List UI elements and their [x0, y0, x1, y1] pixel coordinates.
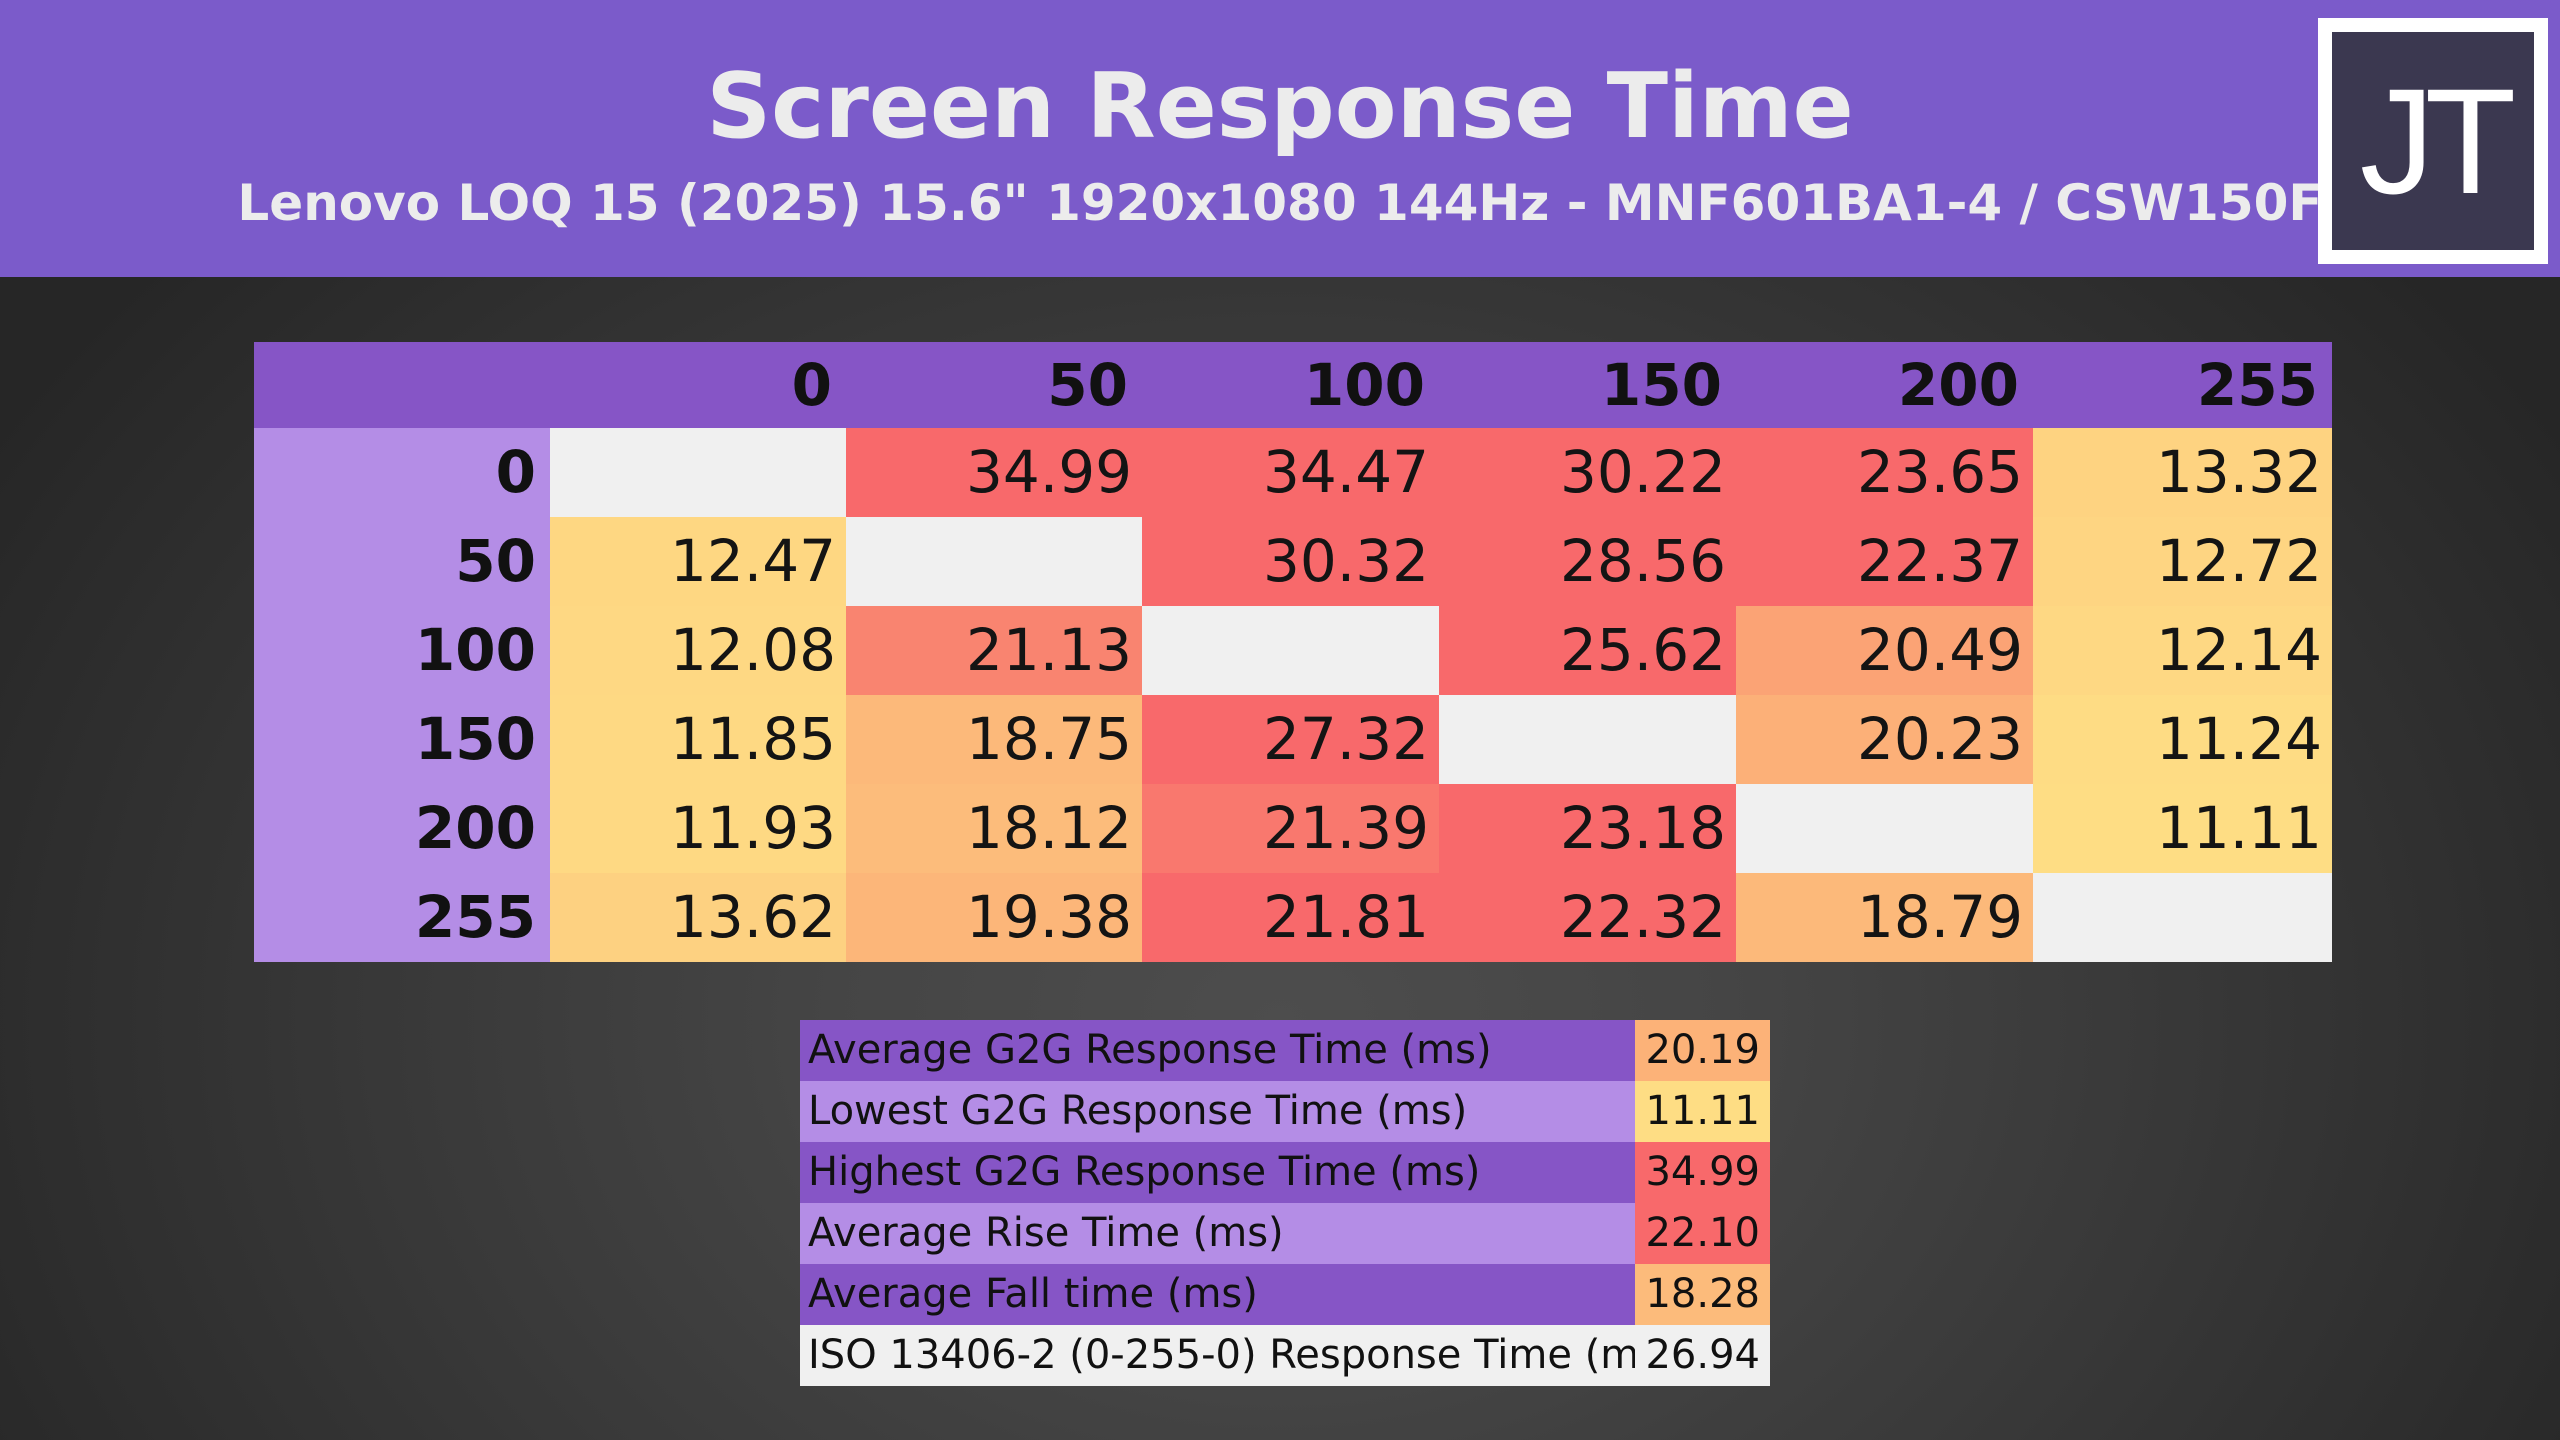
summary-label: Average Rise Time (ms)	[800, 1203, 1635, 1264]
summary-row: ISO 13406-2 (0-255-0) Response Time (ms)…	[800, 1325, 1770, 1386]
diagonal-cell	[1142, 606, 1439, 695]
heatmap-cell: 11.93	[550, 784, 846, 873]
heatmap-cell: 21.13	[846, 606, 1142, 695]
header-corner	[254, 342, 550, 428]
heatmap-cell: 11.24	[2033, 695, 2332, 784]
column-header: 50	[846, 342, 1142, 428]
heatmap-cell: 21.39	[1142, 784, 1439, 873]
row-label: 150	[254, 695, 550, 784]
heatmap-cell: 19.38	[846, 873, 1142, 962]
response-time-heatmap: 0 50 100 150 200 255 0 34.99 34.47 30.22 23.65 13.3…	[254, 342, 2332, 962]
chart-subtitle: Lenovo LOQ 15 (2025) 15.6" 1920x1080 144…	[237, 174, 2323, 232]
chart-title: Screen Response Time	[706, 54, 1854, 159]
summary-row: Highest G2G Response Time (ms) 34.99	[800, 1142, 1770, 1203]
column-header: 255	[2033, 342, 2332, 428]
heatmap-cell: 11.85	[550, 695, 846, 784]
heatmap-cell: 23.65	[1736, 428, 2033, 517]
heatmap-cell: 23.18	[1439, 784, 1736, 873]
column-header: 100	[1142, 342, 1439, 428]
heatmap-cell: 18.75	[846, 695, 1142, 784]
heatmap-cell: 30.32	[1142, 517, 1439, 606]
heatmap-cell: 22.32	[1439, 873, 1736, 962]
header-banner: Screen Response Time Lenovo LOQ 15 (2025…	[0, 0, 2560, 277]
heatmap-cell: 13.62	[550, 873, 846, 962]
heatmap-cell: 18.12	[846, 784, 1142, 873]
summary-table: Average G2G Response Time (ms) 20.19 Lowes…	[800, 1020, 1770, 1386]
summary-value: 11.11	[1635, 1081, 1770, 1142]
row-label: 0	[254, 428, 550, 517]
summary-value: 22.10	[1635, 1203, 1770, 1264]
heatmap-cell: 12.08	[550, 606, 846, 695]
summary-value: 20.19	[1635, 1020, 1770, 1081]
summary-value: 26.94	[1635, 1325, 1770, 1386]
row-label: 100	[254, 606, 550, 695]
column-header: 0	[550, 342, 846, 428]
heatmap-cell: 11.11	[2033, 784, 2332, 873]
summary-row: Average G2G Response Time (ms) 20.19	[800, 1020, 1770, 1081]
heatmap-cell: 28.56	[1439, 517, 1736, 606]
diagonal-cell	[550, 428, 846, 517]
heatmap-cell: 18.79	[1736, 873, 2033, 962]
summary-row: Average Rise Time (ms) 22.10	[800, 1203, 1770, 1264]
column-header: 200	[1736, 342, 2033, 428]
heatmap-cell: 34.47	[1142, 428, 1439, 517]
heatmap-cell: 20.23	[1736, 695, 2033, 784]
summary-label: Highest G2G Response Time (ms)	[800, 1142, 1635, 1203]
heatmap-cell: 21.81	[1142, 873, 1439, 962]
summary-value: 34.99	[1635, 1142, 1770, 1203]
heatmap-cell: 12.14	[2033, 606, 2332, 695]
summary-label: ISO 13406-2 (0-255-0) Response Time (ms)	[800, 1325, 1676, 1386]
row-label: 255	[254, 873, 550, 962]
column-header: 150	[1439, 342, 1736, 428]
heatmap-cell: 30.22	[1439, 428, 1736, 517]
summary-label: Average Fall time (ms)	[800, 1264, 1635, 1325]
summary-label: Average G2G Response Time (ms)	[800, 1020, 1635, 1081]
jt-logo: JT	[2318, 18, 2548, 264]
summary-row: Lowest G2G Response Time (ms) 11.11	[800, 1081, 1770, 1142]
heatmap-cell: 34.99	[846, 428, 1142, 517]
heatmap-cell: 12.72	[2033, 517, 2332, 606]
row-label: 200	[254, 784, 550, 873]
summary-row: Average Fall time (ms) 18.28	[800, 1264, 1770, 1325]
heatmap-cell: 20.49	[1736, 606, 2033, 695]
diagonal-cell	[846, 517, 1142, 606]
summary-value: 18.28	[1635, 1264, 1770, 1325]
heatmap-cell: 22.37	[1736, 517, 2033, 606]
logo-text: JT	[2332, 32, 2534, 250]
diagonal-cell	[1439, 695, 1736, 784]
diagonal-cell	[2033, 873, 2332, 962]
heatmap-cell: 12.47	[550, 517, 846, 606]
heatmap-cell: 25.62	[1439, 606, 1736, 695]
row-label: 50	[254, 517, 550, 606]
diagonal-cell	[1736, 784, 2033, 873]
summary-label: Lowest G2G Response Time (ms)	[800, 1081, 1635, 1142]
heatmap-cell: 27.32	[1142, 695, 1439, 784]
heatmap-cell: 13.32	[2033, 428, 2332, 517]
